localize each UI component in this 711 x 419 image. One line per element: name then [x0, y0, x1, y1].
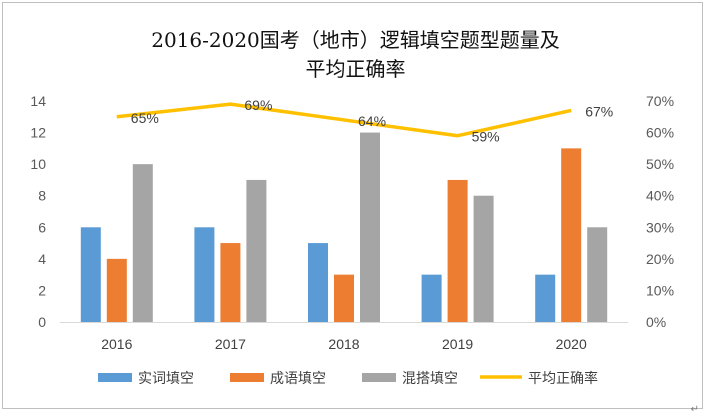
left-axis-tick-label: 14 [30, 93, 46, 109]
left-axis-tick-label: 4 [38, 251, 46, 267]
right-axis-tick-label: 50% [646, 156, 674, 172]
legend-swatch [98, 373, 132, 382]
legend-label: 平均正确率 [528, 370, 598, 387]
legend-swatch [362, 373, 396, 382]
return-mark-icon: ↵ [690, 404, 699, 415]
line-data-label: 67% [585, 103, 613, 119]
chart-frame [2, 2, 703, 409]
bar-3-2020 [587, 227, 608, 322]
x-axis-tick-label: 2019 [442, 336, 473, 352]
right-axis-tick-label: 20% [646, 251, 674, 267]
legend-label: 实词填空 [138, 371, 194, 387]
left-axis-tick-label: 2 [38, 282, 46, 298]
bar-2-2016 [106, 258, 127, 322]
left-axis-tick-label: 10 [30, 156, 46, 172]
bar-1-2016 [80, 227, 101, 322]
bar-3-2017 [246, 179, 267, 322]
right-axis-tick-label: 70% [646, 93, 674, 109]
legend-label: 混搭填空 [402, 371, 458, 387]
x-axis-tick-label: 2018 [328, 336, 359, 352]
x-axis-tick-label: 2017 [215, 336, 246, 352]
legend-label: 成语填空 [270, 371, 326, 387]
right-axis-tick-label: 30% [646, 219, 674, 235]
x-axis-tick-label: 2016 [101, 336, 132, 352]
line-data-label: 64% [358, 113, 386, 129]
left-axis-tick-label: 8 [38, 188, 46, 204]
bar-1-2018 [308, 243, 328, 322]
bar-3-2019 [473, 195, 494, 322]
line-data-label: 65% [131, 110, 159, 126]
bar-1-2020 [535, 274, 556, 322]
bar-2-2020 [561, 148, 582, 322]
bar-1-2017 [194, 227, 215, 322]
right-axis-tick-label: 60% [646, 125, 674, 141]
bar-2-2019 [447, 179, 468, 322]
chart-title-line2: 平均正确率 [305, 57, 406, 81]
right-axis-tick-label: 0% [646, 314, 666, 330]
bar-1-2019 [421, 274, 442, 322]
left-axis-tick-label: 12 [30, 125, 46, 141]
left-axis-tick-label: 6 [38, 219, 46, 235]
bar-2-2018 [334, 274, 354, 322]
line-data-label: 59% [472, 129, 500, 145]
bar-3-2016 [132, 164, 153, 322]
x-axis-tick-label: 2020 [556, 336, 587, 352]
bar-2-2017 [220, 243, 241, 322]
right-axis-tick-label: 10% [646, 282, 674, 298]
line-data-label: 69% [244, 97, 272, 113]
legend-swatch [230, 373, 264, 382]
left-axis-tick-label: 0 [38, 314, 46, 330]
bar-3-2018 [360, 132, 380, 322]
right-axis-tick-label: 40% [646, 188, 674, 204]
chart-title-line1: 2016-2020国考（地市）逻辑填空题型题量及 [151, 28, 560, 52]
